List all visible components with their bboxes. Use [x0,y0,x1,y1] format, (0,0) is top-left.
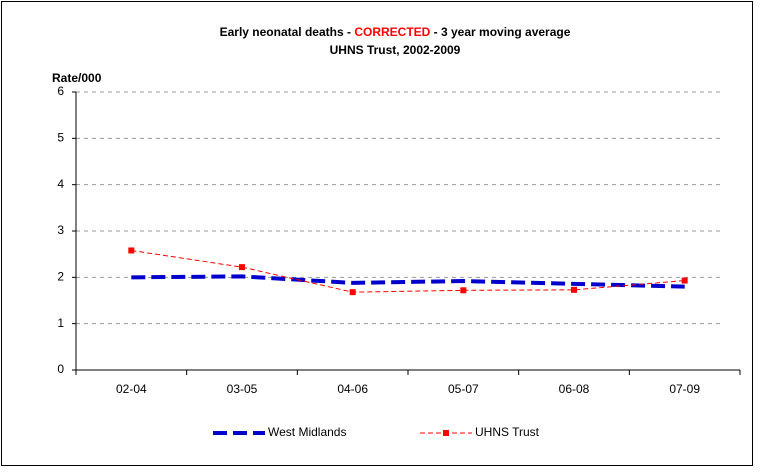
x-tick-label: 05-07 [448,382,479,396]
point-marker [349,289,356,296]
x-tick-label: 06-08 [559,382,590,396]
point-marker [128,247,135,254]
chart-title: Early neonatal deaths - CORRECTED - 3 ye… [220,25,571,39]
y-tick-label: 0 [57,362,64,376]
y-tick-label: 1 [57,316,64,330]
chart-subtitle: UHNS Trust, 2002-2009 [330,43,461,57]
chart-frame [1,1,753,466]
x-tick-label: 02-04 [116,382,147,396]
y-tick-label: 4 [57,177,64,191]
y-tick-label: 3 [57,223,64,237]
legend-marker [443,430,449,436]
title-part: Early neonatal deaths - [220,25,355,39]
x-tick-label: 07-09 [669,382,700,396]
series-line [131,274,685,289]
point-marker [239,264,245,271]
title-part: - 3 year moving average [430,25,570,39]
series-line [131,249,685,293]
x-tick-label: 03-05 [227,382,258,396]
point-marker [460,287,467,294]
y-tick-label: 6 [57,84,64,98]
x-tick-label: 04-06 [337,382,368,396]
y-tick-label: 2 [57,270,64,284]
point-marker [681,277,688,284]
title-part: CORRECTED [354,25,430,39]
y-axis-label: Rate/000 [52,71,102,85]
legend-label: West Midlands [268,425,346,439]
legend-label: UHNS Trust [475,425,540,439]
point-marker [571,286,577,293]
y-tick-label: 5 [57,131,64,145]
